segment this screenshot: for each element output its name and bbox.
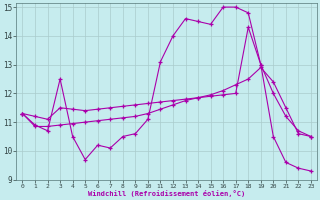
X-axis label: Windchill (Refroidissement éolien,°C): Windchill (Refroidissement éolien,°C) — [88, 190, 245, 197]
